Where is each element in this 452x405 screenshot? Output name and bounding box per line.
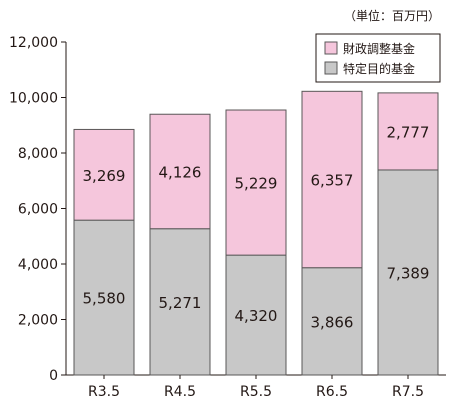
data-label: 4,126 (159, 163, 202, 181)
data-label: 2,777 (387, 123, 430, 141)
legend-label: 財政調整基金 (343, 41, 415, 56)
data-label: 5,229 (235, 175, 278, 193)
data-label: 3,269 (83, 167, 126, 185)
bar-segment-special-fund (225, 254, 287, 376)
data-label: 4,320 (235, 307, 278, 325)
bar-segment-adjustment-fund (225, 109, 287, 256)
bar-segment-adjustment-fund (301, 90, 363, 269)
bar-segment-special-fund (73, 219, 135, 376)
x-tick-label: R4.5 (164, 384, 196, 400)
y-tick-label: 6,000 (18, 202, 58, 218)
bar-segment-adjustment-fund (377, 92, 439, 171)
bar-segment-special-fund (377, 169, 439, 376)
y-tick-label: 12,000 (9, 35, 58, 51)
bar-segment-special-fund (301, 267, 363, 376)
plot-area: 0 2,000 4,000 6,000 8,000 10,000 12,000 5,580 3,… (9, 35, 446, 400)
bar-segment-adjustment-fund (149, 113, 211, 230)
x-tick-label: R3.5 (88, 384, 120, 400)
x-tick-label: R5.5 (240, 384, 272, 400)
data-label: 7,389 (387, 264, 430, 282)
y-tick-label: 2,000 (18, 313, 58, 329)
legend-label: 特定目的基金 (343, 61, 415, 76)
x-tick-label: R7.5 (392, 384, 424, 400)
y-tick-label: 0 (49, 368, 58, 384)
legend-swatch (324, 41, 338, 55)
bar-segment-adjustment-fund (73, 128, 135, 221)
y-tick-label: 10,000 (9, 91, 58, 107)
y-tick-label: 8,000 (18, 146, 58, 162)
x-tick-label: R6.5 (316, 384, 348, 400)
data-label: 5,580 (83, 290, 126, 308)
unit-label: （単位：百万円） (344, 8, 440, 23)
y-tick-label: 4,000 (18, 257, 58, 273)
data-label: 6,357 (311, 172, 354, 190)
data-label: 3,866 (311, 313, 354, 331)
data-label: 5,271 (159, 294, 202, 312)
legend-swatch (324, 61, 338, 75)
